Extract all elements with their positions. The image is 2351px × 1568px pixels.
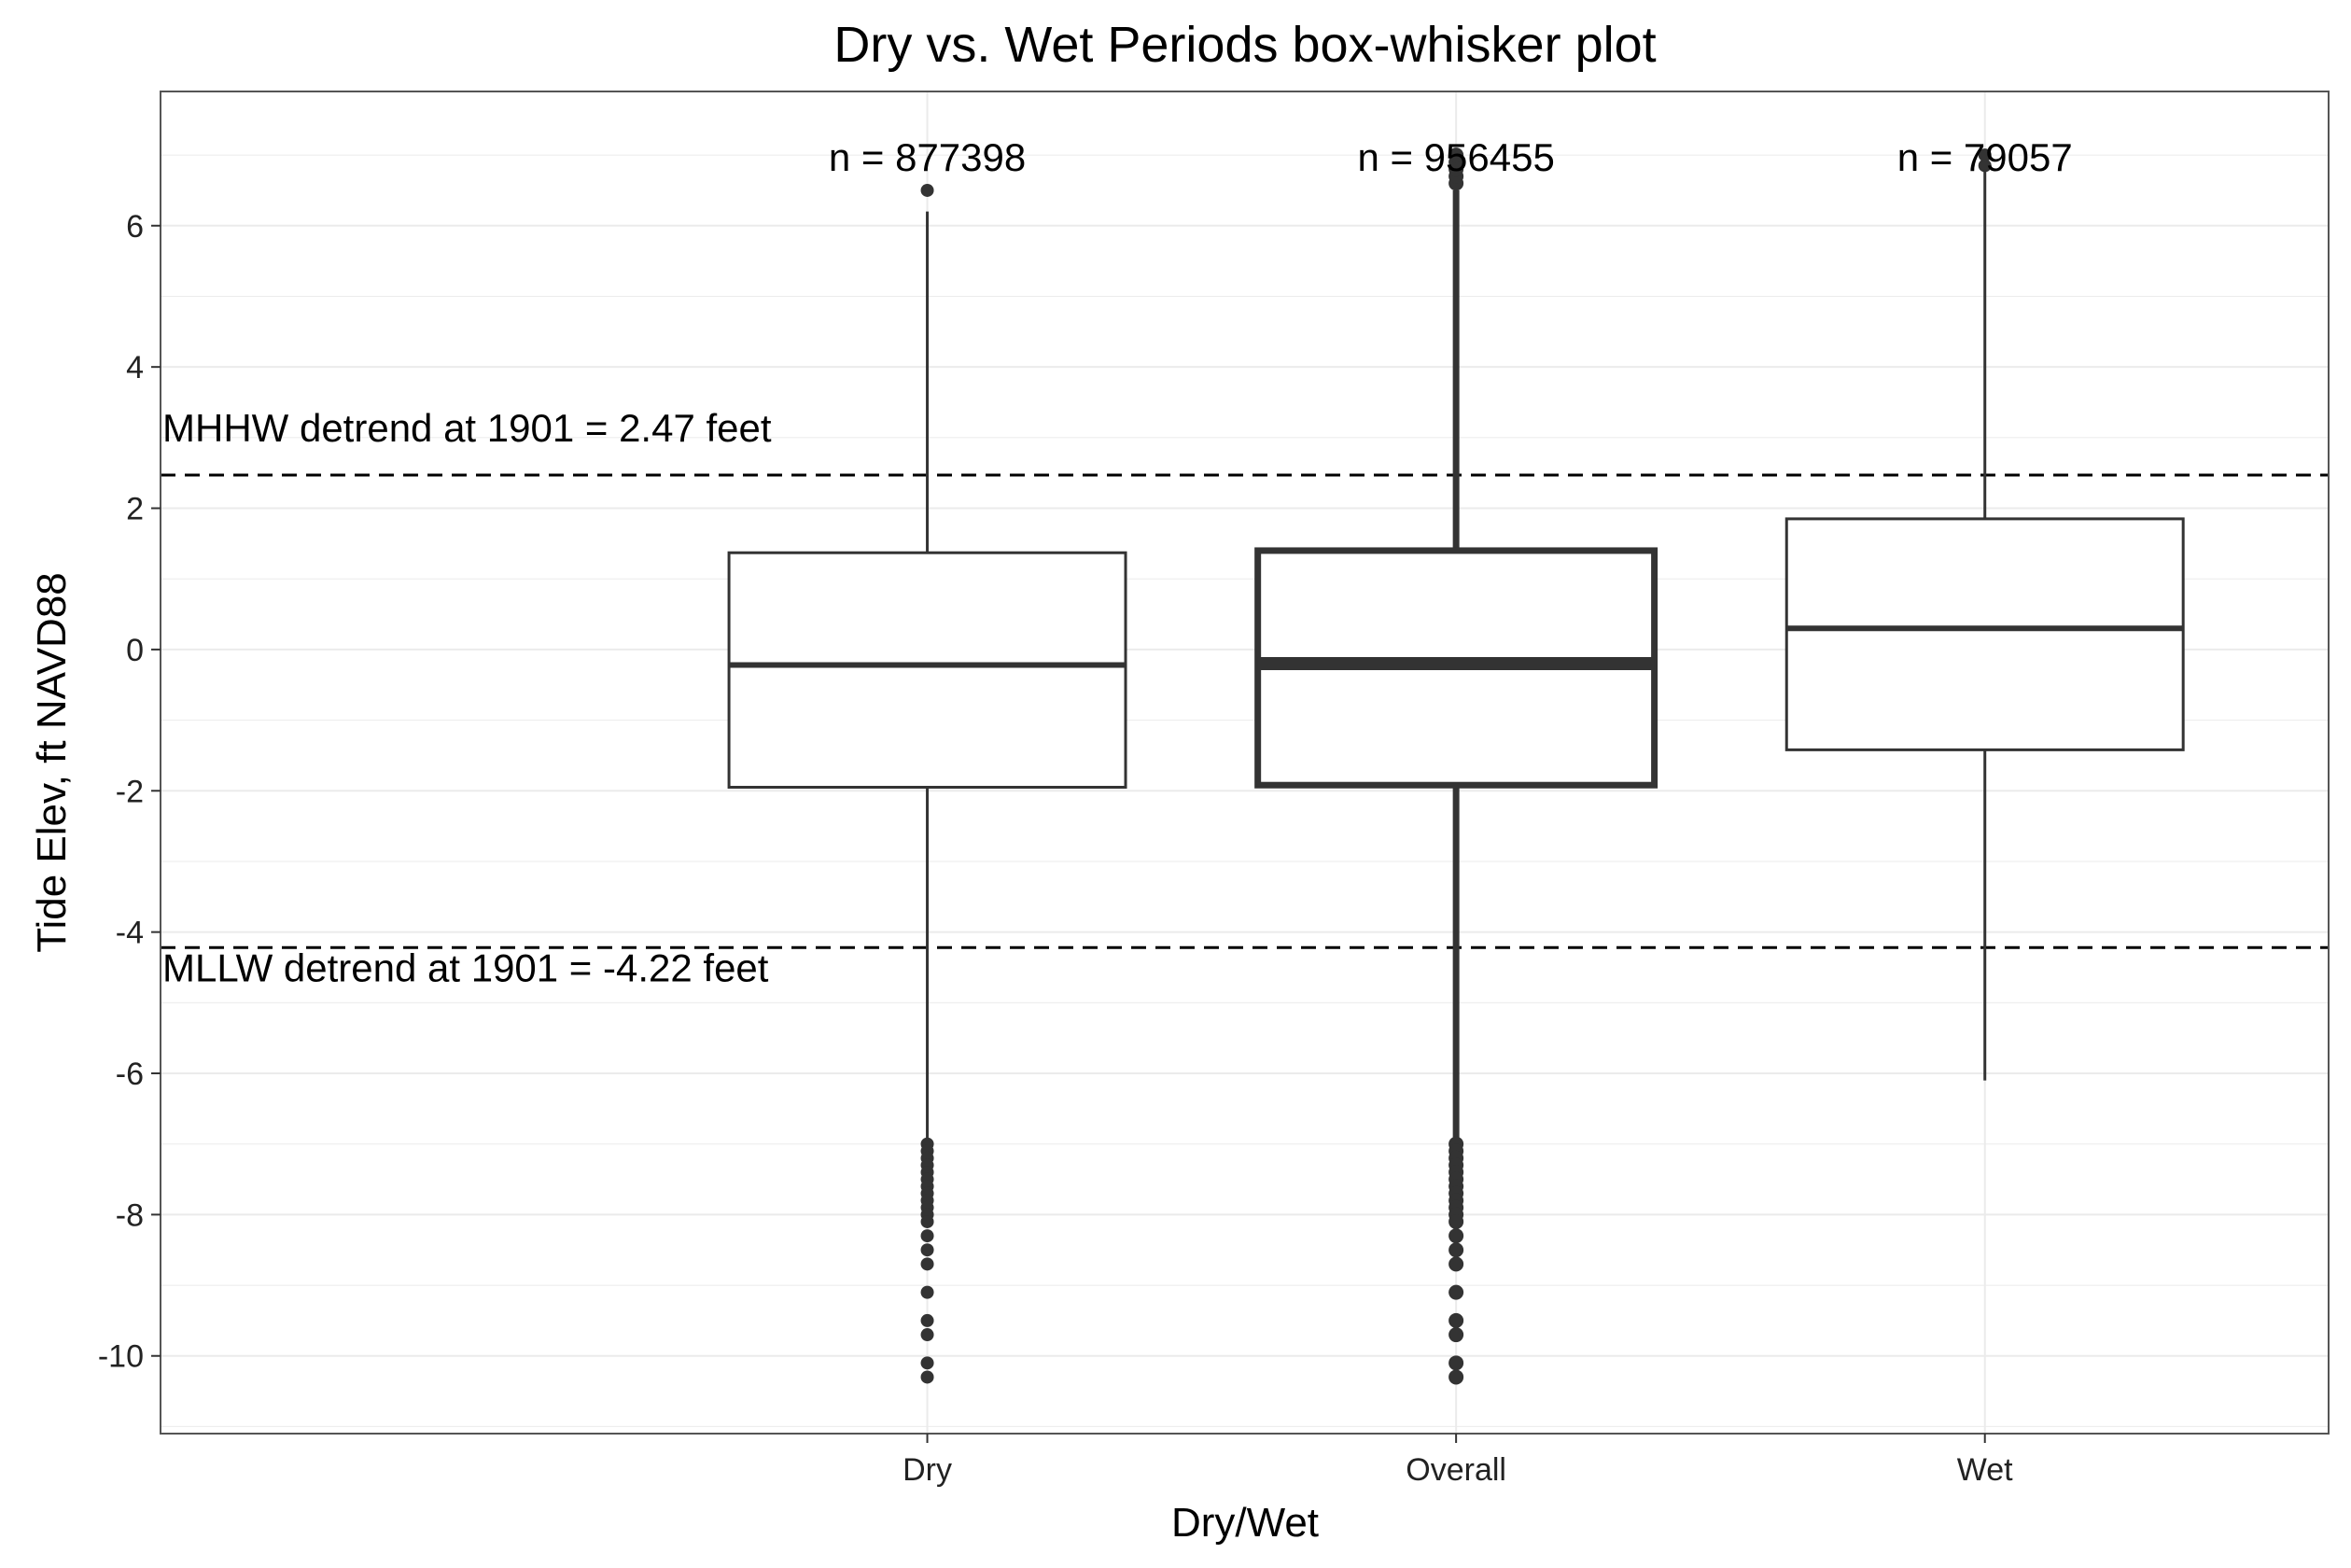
outlier-point — [920, 1285, 934, 1299]
plot-panel-border — [160, 91, 2330, 1435]
outlier-point — [1448, 1284, 1464, 1300]
outlier-point — [920, 1257, 934, 1271]
outlier-point — [920, 1370, 934, 1384]
n-label: n = 79057 — [1897, 135, 2073, 179]
outlier-point — [1448, 147, 1464, 163]
reference-line-label: MHHW detrend at 1901 = 2.47 feet — [162, 406, 772, 450]
box-dry — [727, 183, 1127, 1384]
y-tick-label: -8 — [116, 1197, 144, 1233]
outlier-point — [920, 1243, 934, 1257]
box-iqr — [1784, 517, 2185, 751]
y-tick-label: 6 — [126, 209, 144, 245]
outlier-point — [1448, 1355, 1464, 1371]
outlier-point — [920, 1356, 934, 1370]
outlier-point — [1448, 1256, 1464, 1272]
y-tick-label: 4 — [126, 350, 144, 385]
outlier-point — [920, 1214, 934, 1228]
outlier-point — [1978, 159, 1992, 173]
outlier-point — [920, 183, 934, 197]
annotations: MHHW detrend at 1901 = 2.47 feet MLLW det… — [162, 135, 2073, 989]
box-overall — [1254, 147, 1658, 1385]
boxes — [727, 147, 2185, 1385]
grid-lines — [161, 91, 2329, 1434]
x-tick-label: Overall — [1406, 1452, 1506, 1488]
y-tick-label: -2 — [116, 774, 144, 809]
x-axis: Dry Overall Wet — [903, 1434, 2013, 1488]
y-axis-title: Tide Elev, ft NAVD88 — [29, 572, 75, 953]
x-tick-label: Dry — [903, 1452, 952, 1488]
y-tick-label: -6 — [116, 1057, 144, 1092]
outlier-point — [1448, 1242, 1464, 1258]
reference-lines — [161, 473, 2329, 949]
y-tick-label: -4 — [116, 916, 144, 951]
reference-line-label: MLLW detrend at 1901 = -4.22 feet — [162, 945, 769, 989]
chart-title: Dry vs. Wet Periods box-whisker plot — [833, 17, 1656, 73]
y-tick-label: 0 — [126, 633, 144, 668]
outlier-point — [1448, 1228, 1464, 1244]
outlier-point — [920, 1229, 934, 1243]
y-axis: 6 4 2 0 -2 -4 -6 -8 -10 — [98, 209, 161, 1375]
outlier-point — [1448, 1312, 1464, 1328]
x-axis-title: Dry/Wet — [1171, 1500, 1319, 1546]
outlier-point — [1448, 1213, 1464, 1229]
x-tick-label: Wet — [1957, 1452, 2013, 1488]
n-label: n = 877398 — [829, 135, 1026, 179]
outlier-point — [1448, 1369, 1464, 1385]
box-wet — [1784, 148, 2185, 1081]
outlier-point — [920, 1328, 934, 1342]
outlier-point — [1978, 148, 1992, 162]
y-tick-label: -10 — [98, 1339, 144, 1375]
box-iqr — [727, 551, 1127, 789]
n-label: n = 956455 — [1357, 135, 1554, 179]
outlier-point — [1448, 1327, 1464, 1343]
outlier-point — [920, 1313, 934, 1327]
y-tick-label: 2 — [126, 492, 144, 527]
